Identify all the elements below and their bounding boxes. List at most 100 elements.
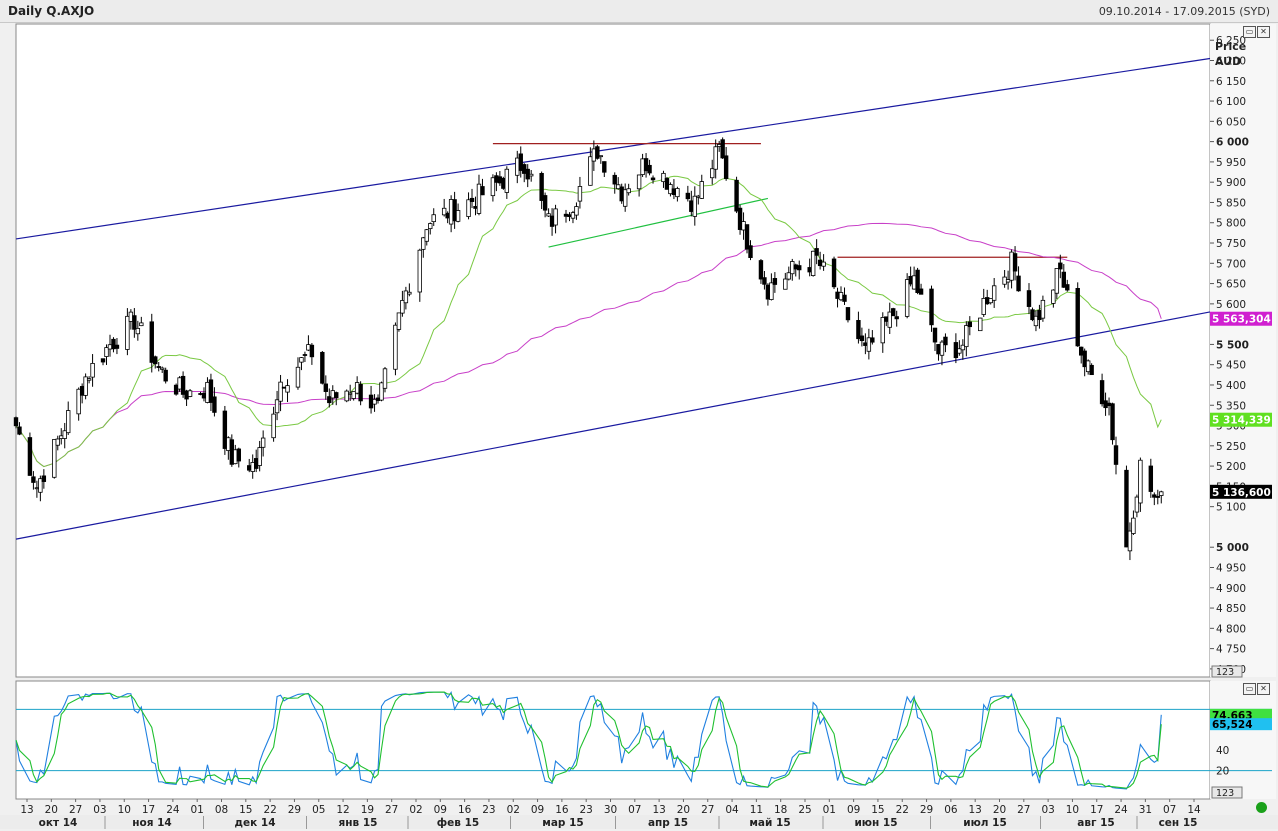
trendline-channel_lower	[15, 311, 1211, 540]
candle-body	[222, 410, 228, 449]
candle-body	[797, 265, 802, 271]
candle-body	[939, 341, 945, 356]
close-icon[interactable]: ✕	[1257, 26, 1270, 38]
last-price-label: 5 136,600	[1212, 487, 1271, 499]
candle-body	[351, 390, 356, 399]
time-tick-label: 09	[531, 804, 544, 816]
candle-body	[79, 386, 85, 396]
candle-body	[1040, 299, 1046, 319]
candle-body	[382, 368, 388, 389]
candle-body	[880, 317, 885, 344]
candle-body	[765, 284, 771, 300]
candle-body	[1110, 403, 1115, 441]
candle-body	[1033, 315, 1039, 327]
candle-body	[696, 195, 701, 198]
candle-body	[156, 366, 161, 368]
candle-body	[741, 221, 746, 231]
time-tick-label: 19	[361, 804, 374, 816]
month-strip	[0, 815, 1278, 829]
price-tick-label: 4 950	[1216, 562, 1246, 574]
candle-body	[891, 308, 896, 317]
candle-body	[831, 258, 837, 288]
candle-body	[769, 282, 774, 300]
chart-canvas: 6 250 6 200 6 150 6 100 6 050 6 000 5 950 5 900…	[0, 23, 1278, 829]
time-tick-label: 25	[798, 804, 811, 816]
time-tick-label: 16	[555, 804, 569, 816]
price-tick-label: 5 350	[1216, 400, 1246, 412]
price-tick-label: 5 600	[1216, 299, 1246, 311]
candle-body	[713, 146, 718, 170]
candle-body	[153, 356, 158, 365]
time-tick-label: 20	[45, 804, 58, 816]
candle-body	[393, 324, 398, 370]
candle-body	[598, 155, 604, 158]
trendline-support	[548, 197, 769, 248]
time-tick-label: 13	[652, 804, 665, 816]
osc-restore-icon[interactable]: ▭	[1243, 683, 1256, 695]
candle-body	[205, 381, 210, 403]
candle-body	[619, 186, 624, 202]
osc-axis-bg	[1210, 681, 1276, 799]
candle-body	[563, 213, 569, 217]
candle-body	[1113, 445, 1119, 465]
time-tick-label: 15	[871, 804, 884, 816]
candle-body	[640, 158, 645, 175]
candle-body	[1103, 400, 1108, 409]
candle-body	[1152, 494, 1157, 498]
scale-button	[1211, 665, 1243, 678]
candle-body	[1106, 402, 1112, 407]
time-tick-label: 29	[288, 804, 301, 816]
month-label: янв 15	[339, 817, 378, 829]
candle-body	[403, 290, 409, 304]
candle-body	[957, 348, 962, 354]
sma-short-line	[15, 175, 1162, 468]
time-tick-label: 14	[1187, 804, 1201, 816]
candle-body	[448, 199, 454, 225]
candle-body	[86, 378, 92, 381]
candle-body	[111, 338, 116, 350]
time-tick-label: 10	[1066, 804, 1079, 816]
time-tick-label: 09	[847, 804, 860, 816]
time-tick-label: 02	[409, 804, 422, 816]
price-tick-label: 6 100	[1216, 96, 1246, 108]
month-label: июл 15	[963, 817, 1007, 829]
time-tick-label: 03	[93, 804, 106, 816]
restore-icon[interactable]: ▭	[1243, 26, 1256, 38]
candle-body	[295, 366, 301, 388]
candle-body	[894, 316, 899, 320]
candle-body	[66, 410, 71, 434]
price-tick-label: 6 050	[1216, 116, 1246, 128]
price-tick-label: 4 850	[1216, 603, 1246, 615]
candle-body	[991, 285, 997, 301]
candle-body	[737, 207, 743, 230]
price-panel	[15, 23, 1211, 678]
candle-body	[132, 315, 137, 330]
candle-body	[595, 146, 600, 159]
osc-close-icon[interactable]: ✕	[1257, 683, 1270, 695]
candle-body	[978, 317, 983, 332]
candle-body	[817, 259, 823, 267]
candle-body	[445, 212, 450, 219]
candle-body	[675, 188, 680, 198]
oscillator-panel	[15, 680, 1211, 800]
time-tick-label: 17	[142, 804, 155, 816]
candle-body	[163, 369, 168, 382]
candle-body	[692, 195, 698, 217]
candle-body	[236, 448, 241, 462]
candle-body	[602, 161, 607, 173]
candle-body	[285, 385, 290, 393]
candle-body	[856, 320, 861, 340]
candle-body	[838, 292, 844, 301]
time-tick-label: 08	[215, 804, 228, 816]
candle-body	[257, 447, 262, 466]
candle-body	[786, 272, 791, 280]
time-tick-label: 01	[823, 804, 836, 816]
candle-body	[274, 399, 280, 414]
date-range: 09.10.2014 - 17.09.2015 (SYD)	[1098, 5, 1270, 18]
candle-body	[233, 449, 238, 465]
candle-body	[100, 358, 106, 363]
candle-body	[17, 426, 22, 435]
candle-body	[553, 208, 558, 226]
candle-body	[480, 186, 485, 196]
candle-body	[139, 322, 144, 327]
